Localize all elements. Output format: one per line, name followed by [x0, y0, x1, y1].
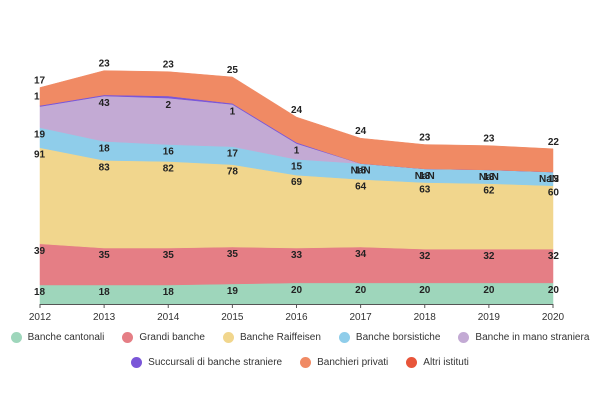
data-label-banchieri-privati: 25 — [227, 65, 239, 76]
data-label-banche-borsistiche: 15 — [291, 161, 303, 172]
data-label-banche-cantonali: 20 — [483, 285, 495, 296]
legend-item-banche-borsistiche[interactable]: Banche borsistiche — [338, 332, 441, 343]
data-label-banche-borsistiche: 13 — [419, 171, 431, 182]
data-label-banche-cantonali: 20 — [355, 285, 367, 296]
legend-item-banchieri-privati[interactable]: Banchieri privati — [300, 357, 388, 368]
legend: Banche cantonali Grandi banche Banche Ra… — [0, 332, 600, 382]
data-label-banche-raiffeisen: 82 — [163, 163, 175, 174]
legend-swatch — [338, 332, 350, 343]
data-label-banche-borsistiche: 17 — [227, 149, 239, 160]
data-label-grandi-banche: 34 — [355, 249, 367, 260]
data-label-banche-in-mano-straniera: NaN — [479, 172, 499, 183]
legend-item-banche-raiffeisen[interactable]: Banche Raiffeisen — [222, 332, 321, 343]
data-label-banche-borsistiche: 13 — [548, 174, 560, 185]
x-tick-label: 2013 — [93, 312, 116, 323]
legend-label: Banche in mano straniera — [475, 332, 590, 343]
legend-swatch — [131, 357, 143, 368]
data-label-banche-in-mano-straniera: NaN — [415, 171, 435, 182]
data-label-banche-in-mano-straniera: NaN — [351, 166, 371, 177]
data-label-banche-in-mano-straniera: 1 — [230, 106, 236, 117]
legend-label: Banche borsistiche — [355, 332, 441, 343]
data-label-grandi-banche: 32 — [483, 251, 495, 262]
legend-label: Banche cantonali — [27, 332, 105, 343]
data-label-banche-cantonali: 19 — [227, 286, 239, 297]
data-label-banchieri-privati: 22 — [548, 137, 560, 148]
legend-label: Banchieri privati — [317, 357, 389, 368]
legend-item-altri-istituti[interactable]: Altri istituti — [406, 357, 469, 368]
legend-item-grandi-banche[interactable]: Grandi banche — [122, 332, 205, 343]
x-tick-label: 2015 — [221, 312, 244, 323]
data-label-banche-raiffeisen: 78 — [227, 167, 239, 178]
data-label-banche-cantonali: 18 — [99, 287, 111, 298]
data-label-banche-raiffeisen: 91 — [34, 150, 46, 161]
legend-swatch — [222, 332, 234, 343]
data-label-banche-raiffeisen: 60 — [548, 188, 560, 199]
data-label-banchieri-privati: 17 — [34, 76, 46, 87]
legend-swatch — [406, 357, 418, 368]
legend-swatch — [10, 332, 22, 343]
data-label-banche-cantonali: 20 — [419, 285, 431, 296]
x-tick-label: 2014 — [157, 312, 180, 323]
data-label-banche-in-mano-straniera: 2 — [165, 100, 171, 111]
x-tick-label: 2012 — [29, 312, 52, 323]
legend-swatch — [122, 332, 134, 343]
data-label-banche-borsistiche: 16 — [163, 147, 175, 158]
data-label-grandi-banche: 35 — [163, 250, 175, 261]
legend-label: Succursali di banche straniere — [148, 357, 283, 368]
data-label-banche-in-mano-straniera: 1 — [34, 92, 40, 103]
data-label-banche-cantonali: 20 — [291, 285, 303, 296]
x-tick-label: 2016 — [285, 312, 308, 323]
data-label-banchieri-privati: 23 — [419, 133, 431, 144]
x-tick-label: 2020 — [542, 312, 565, 323]
data-label-banchieri-privati: 23 — [483, 134, 495, 145]
data-label-grandi-banche: 35 — [227, 249, 239, 260]
data-label-banche-raiffeisen: 64 — [355, 181, 367, 192]
legend-row-2: Succursali di banche straniere Banchieri… — [0, 357, 600, 368]
legend-item-banche-in-mano-straniera[interactable]: Banche in mano straniera — [458, 332, 589, 343]
data-label-banche-borsistiche: 15 — [355, 166, 367, 177]
data-label-banche-in-mano-straniera: NaN — [539, 174, 559, 185]
legend-item-banche-cantonali[interactable]: Banche cantonali — [10, 332, 105, 343]
x-tick-label: 2018 — [414, 312, 437, 323]
data-label-banche-cantonali: 20 — [548, 285, 560, 296]
data-label-grandi-banche: 32 — [548, 251, 560, 262]
legend-swatch — [300, 357, 312, 368]
data-label-banchieri-privati: 24 — [355, 126, 367, 137]
data-label-banche-cantonali: 18 — [34, 287, 46, 298]
area-banchieri-privati — [39, 70, 554, 173]
data-label-banche-borsistiche: 18 — [99, 143, 111, 154]
legend-label: Altri istituti — [423, 357, 469, 368]
legend-item-succursali-di-banche-straniere[interactable]: Succursali di banche straniere — [131, 357, 282, 368]
data-label-banchieri-privati: 23 — [163, 60, 175, 71]
data-label-banche-raiffeisen: 69 — [291, 177, 303, 188]
data-label-banche-borsistiche: 19 — [34, 130, 46, 141]
data-label-banche-in-mano-straniera: 1 — [294, 145, 300, 156]
data-label-grandi-banche: 39 — [34, 246, 46, 257]
legend-row-1: Banche cantonali Grandi banche Banche Ra… — [0, 332, 600, 343]
data-label-grandi-banche: 32 — [419, 251, 431, 262]
legend-swatch — [458, 332, 470, 343]
data-label-banche-cantonali: 18 — [163, 287, 175, 298]
data-label-banche-raiffeisen: 63 — [419, 185, 431, 196]
data-label-banche-raiffeisen: 83 — [99, 162, 111, 173]
legend-label: Banche Raiffeisen — [239, 332, 321, 343]
data-label-banchieri-privati: 24 — [291, 105, 303, 116]
x-tick-label: 2019 — [478, 312, 501, 323]
data-label-grandi-banche: 33 — [291, 250, 303, 261]
data-label-banche-in-mano-straniera: 43 — [99, 98, 111, 109]
data-label-banchieri-privati: 23 — [99, 59, 111, 70]
legend-label: Grandi banche — [139, 332, 205, 343]
data-label-grandi-banche: 35 — [99, 250, 111, 261]
data-label-banche-raiffeisen: 62 — [483, 186, 495, 197]
data-label-banche-borsistiche: 13 — [483, 172, 495, 183]
x-tick-label: 2017 — [350, 312, 373, 323]
